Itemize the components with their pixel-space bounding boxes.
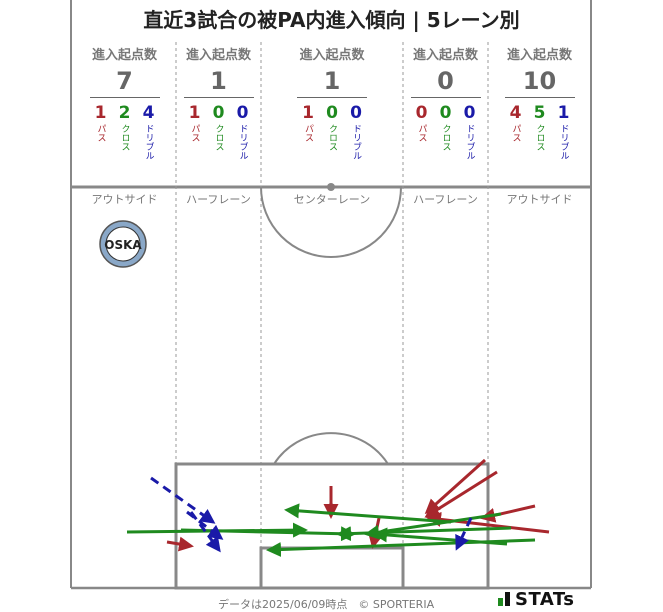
cross-count: 0 クロス (326, 103, 338, 151)
lane-label: 進入起点数 (299, 48, 365, 63)
lane-name-4: ハーフレーン (413, 193, 478, 206)
penalty-area (174, 462, 490, 590)
lane-divider (410, 97, 481, 98)
chart-title: 直近3試合の被PA内進入傾向 | 5レーン別 (143, 8, 520, 32)
arrow-layer (126, 458, 550, 558)
lane-name-5: アウトサイド (506, 193, 573, 206)
center-spot (327, 183, 335, 191)
cross-count: 5 クロス (533, 103, 546, 151)
pass-arrow (424, 458, 487, 515)
lane-total: 10 (522, 67, 557, 95)
lane-name-3: センターレーン (293, 193, 371, 206)
lane-header-3: 進入起点数 1 1 パス 0 クロス 0 ドリブル (261, 44, 403, 160)
cross-count: 0 クロス (439, 103, 452, 151)
dribble-count: 4 ドリブル (142, 103, 155, 160)
pass-arrow (166, 536, 194, 552)
pass-count: 1 パス (94, 103, 107, 142)
lane-divider (89, 97, 160, 98)
lane-total: 7 (116, 67, 133, 95)
lane-name-2: ハーフレーン (186, 193, 251, 206)
lane-header-4: 進入起点数 0 0 パス 0 クロス 0 ドリブル (403, 44, 488, 160)
lane-label: 進入起点数 (185, 48, 251, 63)
penalty-arc (273, 432, 389, 465)
pass-count: 1 パス (188, 103, 201, 142)
lane-divider (504, 97, 575, 98)
pass-count: 1 パス (302, 103, 314, 142)
cross-arrow (266, 538, 536, 558)
lane-total: 1 (210, 67, 227, 95)
lane-divider (297, 97, 367, 98)
lane-header-1: 進入起点数 7 1 パス 2 クロス 4 ドリブル (73, 44, 176, 160)
cross-arrow (180, 526, 356, 542)
pass-count: 0 パス (415, 103, 428, 142)
dribble-count: 0 ドリブル (463, 103, 476, 160)
footer-text: データは2025/06/09時点 © SPORTERIA (218, 598, 435, 611)
lane-divider (183, 97, 254, 98)
lane-label: 進入起点数 (91, 48, 157, 63)
lane-total: 1 (323, 67, 341, 95)
dribble-count: 0 ドリブル (236, 103, 249, 160)
lane-name-1: アウトサイド (91, 193, 158, 206)
dribble-count: 0 ドリブル (350, 103, 362, 160)
lane-label: 進入起点数 (412, 48, 478, 63)
dribble-arrow (150, 476, 216, 524)
pass-count: 4 パス (509, 103, 522, 142)
cross-arrow (364, 512, 502, 540)
center-circle (260, 186, 402, 258)
svg-text:OSKA: OSKA (104, 238, 142, 252)
dribble-arrow (189, 511, 221, 553)
team-logo: OSKA (99, 220, 147, 268)
goal-area (259, 546, 405, 590)
dribble-arrow (186, 510, 224, 540)
cross-count: 2 クロス (118, 103, 131, 151)
cross-count: 0 クロス (212, 103, 225, 151)
lane-label: 進入起点数 (506, 48, 572, 63)
brand-logo: STATs (498, 589, 574, 610)
dribble-count: 1 ドリブル (557, 103, 570, 160)
lane-header-2: 進入起点数 1 1 パス 0 クロス 0 ドリブル (176, 44, 261, 160)
lane-total: 0 (437, 67, 454, 95)
cross-arrow (284, 503, 452, 524)
brand-mark-icon (498, 592, 512, 606)
lane-header-5: 進入起点数 10 4 パス 5 クロス 1 ドリブル (488, 44, 591, 160)
dribble-arrow (455, 517, 473, 551)
cross-arrow (336, 526, 512, 542)
brand-name: STATs (515, 589, 575, 610)
